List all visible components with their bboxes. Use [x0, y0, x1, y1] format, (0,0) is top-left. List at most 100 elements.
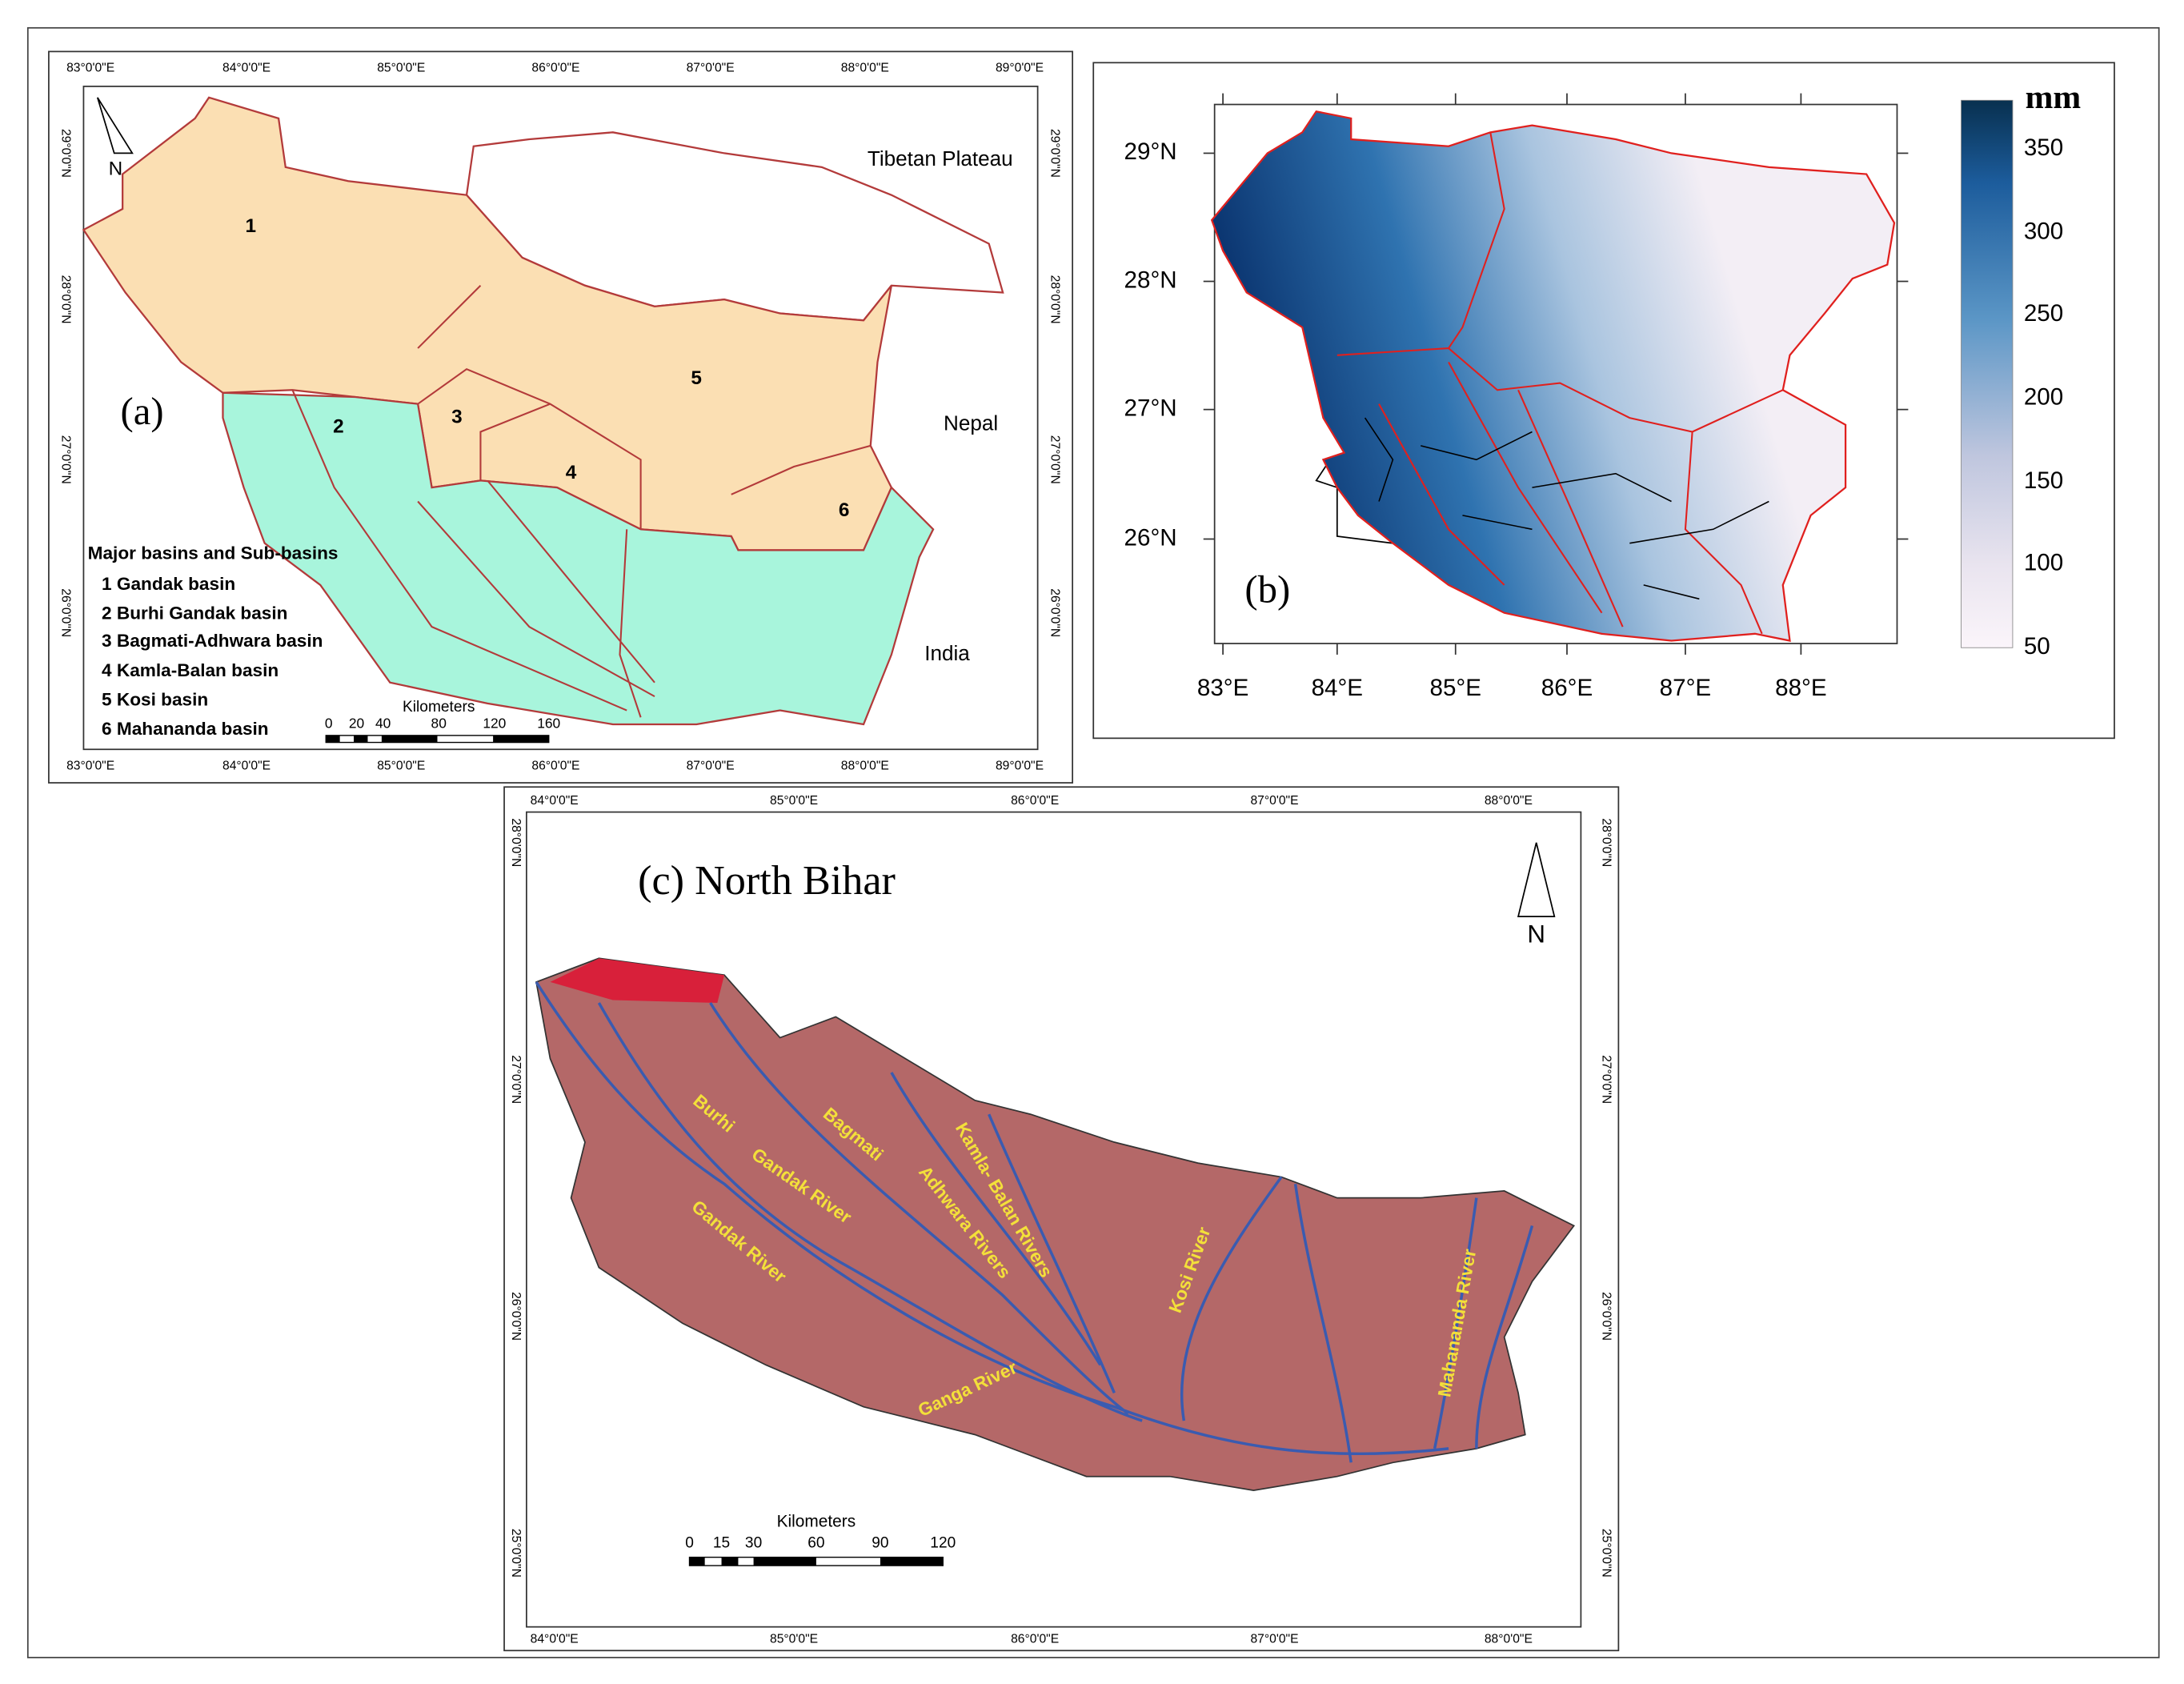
colorbar-tick-label: 150: [2024, 467, 2063, 494]
y-tick-label: 27°N: [1124, 395, 1177, 421]
region-label: Tibetan Plateau: [868, 146, 1013, 170]
lon-tick-label: 88°0'0"E: [841, 759, 889, 772]
x-tick-label: 83°E: [1197, 675, 1248, 701]
region-label: India: [924, 641, 970, 665]
lon-tick-label: 86°0'0"E: [531, 759, 579, 772]
lon-tick-label: 84°0'0"E: [222, 61, 270, 74]
lon-tick-label: 85°0'0"E: [377, 61, 425, 74]
lat-tick-label: 27°0'0"N: [1600, 1055, 1613, 1104]
colorbar-tick-label: 100: [2024, 550, 2063, 576]
lon-tick-label: 87°0'0"E: [687, 61, 735, 74]
basin-boundaries: [1336, 132, 1784, 635]
legend-item: 6 Mahananda basin: [102, 719, 269, 739]
lon-tick-label: 89°0'0"E: [996, 759, 1044, 772]
lon-tick-label: 86°0'0"E: [1011, 794, 1059, 808]
lat-tick-label: 26°0'0"N: [59, 588, 73, 637]
lon-tick-label: 84°0'0"E: [222, 759, 270, 772]
lon-tick-label: 89°0'0"E: [996, 61, 1044, 74]
north-label: N: [1527, 920, 1545, 948]
scale-tick-label: 30: [745, 1534, 762, 1551]
scale-tick-label: 120: [930, 1534, 956, 1551]
north-bihar-map: [535, 957, 1576, 1491]
lon-tick-label: 83°0'0"E: [66, 759, 114, 772]
panel-label: (b): [1244, 568, 1290, 611]
colorbar-tick-label: 200: [2024, 384, 2063, 411]
north-label: N: [109, 158, 123, 180]
lon-tick-label: 86°0'0"E: [531, 61, 579, 74]
panel-title: (c) North Bihar: [638, 857, 896, 904]
panel-label: (a): [120, 390, 163, 433]
y-tick-label: 29°N: [1124, 138, 1177, 165]
lat-tick-label: 29°0'0"N: [1048, 129, 1061, 178]
lon-tick-label: 87°0'0"E: [1250, 794, 1298, 808]
lon-tick-label: 86°0'0"E: [1011, 1632, 1059, 1646]
scale-tick-label: 40: [375, 716, 391, 732]
panel-c: (c) North Bihar N Kilometers: [503, 786, 1620, 1652]
scale-tick-label: 60: [807, 1534, 824, 1551]
scale-tick-label: 90: [872, 1534, 888, 1551]
lat-tick-label: 27°0'0"N: [509, 1055, 523, 1104]
lat-tick-label: 29°0'0"N: [59, 129, 73, 178]
lon-tick-label: 85°0'0"E: [770, 1632, 818, 1646]
lat-tick-label: 27°0'0"N: [59, 435, 73, 484]
colorbar-tick-label: 300: [2024, 218, 2063, 244]
lat-tick-label: 28°0'0"N: [1600, 818, 1613, 867]
colorbar-tick-label: 50: [2024, 633, 2050, 660]
lat-tick-label: 27°0'0"N: [1048, 435, 1061, 484]
scale-title: Kilometers: [777, 1513, 856, 1531]
x-tick-label: 88°E: [1775, 675, 1826, 701]
scale-title: Kilometers: [403, 699, 475, 716]
basin-number: 2: [333, 416, 344, 438]
lon-tick-label: 85°0'0"E: [377, 759, 425, 772]
legend-item: 3 Bagmati-Adhwara basin: [102, 631, 323, 651]
x-tick-label: 85°E: [1430, 675, 1481, 701]
panel-b: (b) mm: [1092, 62, 2115, 740]
legend-title: Major basins and Sub-basins: [88, 543, 339, 563]
legend-item: 4 Kamla-Balan basin: [102, 660, 279, 680]
north-arrow: [1517, 842, 1556, 917]
scale-tick-label: 80: [431, 716, 447, 732]
colorbar-tick-label: 350: [2024, 134, 2063, 161]
lat-tick-label: 28°0'0"N: [1048, 275, 1061, 324]
lat-tick-label: 26°0'0"N: [1048, 588, 1061, 637]
lat-tick-label: 28°0'0"N: [59, 275, 73, 324]
basin-number: 5: [691, 367, 702, 389]
lon-tick-label: 85°0'0"E: [770, 794, 818, 808]
lon-tick-label: 83°0'0"E: [66, 61, 114, 74]
forest-area: [550, 958, 725, 1004]
rainfall-field: [1210, 110, 1896, 642]
y-tick-label: 28°N: [1124, 267, 1177, 293]
basin-number: 3: [451, 407, 463, 428]
legend-item: 1 Gandak basin: [102, 574, 235, 594]
lon-tick-label: 87°0'0"E: [687, 759, 735, 772]
district-boundaries: [1364, 417, 1769, 600]
lon-tick-label: 88°0'0"E: [1485, 794, 1533, 808]
lon-tick-label: 88°0'0"E: [841, 61, 889, 74]
lon-tick-label: 84°0'0"E: [531, 794, 579, 808]
outer-frame: [26, 26, 2160, 1658]
colorbar-tick-label: 250: [2024, 300, 2063, 327]
panel-a: N (a) Major basins and Sub-basins Kilome…: [48, 50, 1074, 784]
lat-tick-label: 25°0'0"N: [509, 1529, 523, 1578]
lon-tick-label: 88°0'0"E: [1485, 1632, 1533, 1646]
scale-tick-label: 0: [325, 716, 333, 732]
north-arrow: [96, 97, 134, 154]
x-tick-label: 87°E: [1660, 675, 1711, 701]
basin-number: 1: [245, 215, 256, 237]
scale-tick-label: 0: [685, 1534, 694, 1551]
lat-tick-label: 26°0'0"N: [1600, 1292, 1613, 1341]
region-label: Nepal: [944, 411, 998, 435]
basin-number: 4: [566, 462, 577, 483]
scale-tick-label: 20: [349, 716, 364, 732]
basin-number: 6: [839, 499, 850, 521]
y-tick-label: 26°N: [1124, 524, 1177, 551]
scale-tick-label: 120: [483, 716, 506, 732]
scale-tick-label: 160: [537, 716, 560, 732]
rivers: [535, 980, 1534, 1463]
legend-item: 5 Kosi basin: [102, 689, 208, 709]
lat-tick-label: 28°0'0"N: [509, 818, 523, 867]
x-tick-label: 86°E: [1541, 675, 1593, 701]
